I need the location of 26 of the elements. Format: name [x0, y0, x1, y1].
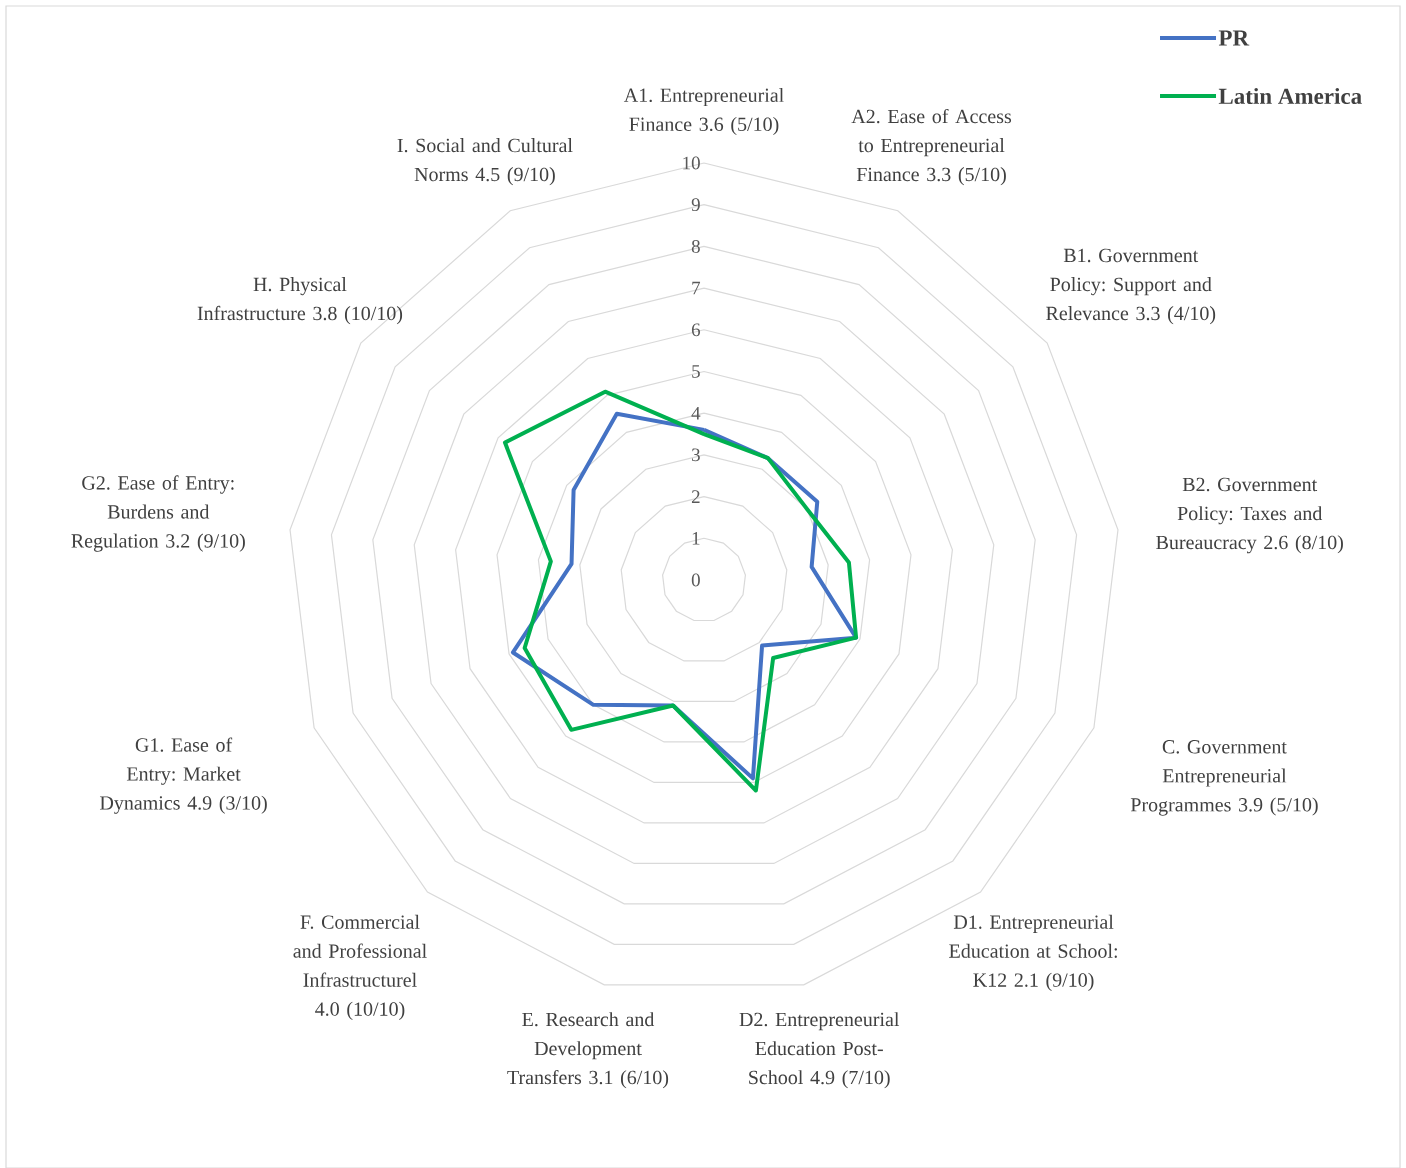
- spoke-label: D1. Entrepreneurial Education at School: K12 2.1 (9/10): [949, 914, 1117, 991]
- y-tick-label: 9: [691, 198, 700, 212]
- y-tick-label: 10: [683, 156, 700, 170]
- spoke-label: B1. Government Policy: Support and Relevance 3.3 (4/10): [1046, 248, 1216, 325]
- y-tick-label: 5: [692, 365, 700, 378]
- spoke-label: I. Social and Cultural Norms 4.5 (9/10): [397, 138, 573, 186]
- y-tick-label: 0: [691, 573, 700, 587]
- legend-label: PR: [1218, 30, 1250, 46]
- y-tick-label: 2: [691, 490, 700, 503]
- y-tick-label: 1: [692, 532, 700, 545]
- spoke-label: G1. Ease of Entry: Market Dynamics 4.9 (3/10): [99, 737, 267, 814]
- spoke-label: F. Commercial and Professional Infrastructurel 4.0 (10/10): [293, 914, 427, 1020]
- y-tick-label: 6: [691, 323, 701, 337]
- spoke-label: E. Research and Development Transfers 3.1 (6/10): [507, 1012, 669, 1089]
- y-tick-label: 4: [691, 406, 701, 420]
- y-tick-label: 8: [691, 239, 700, 253]
- legend-label: Latin America: [1218, 87, 1362, 105]
- y-tick-label: 3: [692, 448, 700, 462]
- spoke-label: D2. Entrepreneurial Education Post-School 4.9 (7/10): [739, 1012, 900, 1089]
- spoke-label: A2. Ease of Access to Entrepreneurial Finance 3.3 (5/10): [851, 108, 1012, 186]
- spoke-label: A1. Entrepreneurial Finance 3.6 (5/10): [623, 87, 784, 136]
- spoke-label: G2. Ease of Entry: Burdens and Regulation 3.2 (9/10): [71, 475, 245, 552]
- y-tick-label: 7: [692, 281, 701, 295]
- spoke-label: B2. Government Policy: Taxes and Bureaucracy 2.6 (8/10): [1156, 477, 1343, 554]
- spoke-label: C. Government Entrepreneurial Programmes 3.9 (5/10): [1130, 740, 1318, 816]
- spoke-label: H. Physical Infrastructure 3.8 (10/10): [197, 277, 403, 325]
